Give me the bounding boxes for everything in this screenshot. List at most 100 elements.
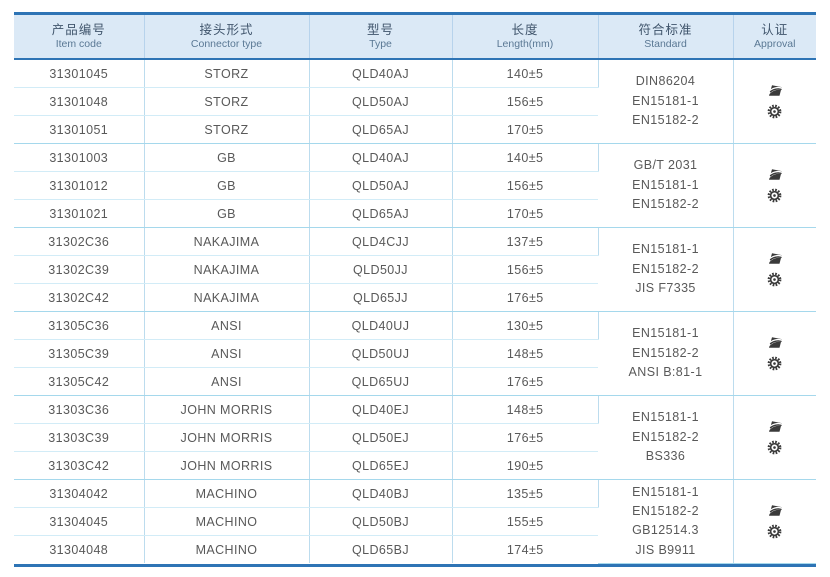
- standard-line: EN15181-1: [632, 484, 699, 499]
- standard-line: EN15182-2: [632, 503, 699, 518]
- header-item-code-zh: 产品编号: [51, 22, 106, 37]
- standard-line: EN15182-2: [632, 113, 699, 128]
- cell-length: 176±5: [452, 367, 598, 396]
- cell-connector-type: ANSI: [144, 311, 310, 340]
- cell-type: QLD50JJ: [309, 255, 453, 284]
- table-row: 31303C36 JOHN MORRIS QLD40EJ 148±5 EN15181-1…: [14, 395, 816, 480]
- cell-item-code: 31301048: [14, 87, 145, 116]
- cell-connector-type: MACHINO: [144, 535, 310, 563]
- cell-type: QLD50EJ: [309, 423, 453, 452]
- cell-type: QLD40AJ: [309, 59, 453, 88]
- cell-standard: EN15181-1 EN15182-2 GB12514.3 JIS B9911: [598, 479, 734, 564]
- cell-item-code: 31305C36: [14, 311, 145, 340]
- table-row: 31305C36 ANSI QLD40UJ 130±5 EN15181-1 EN15182…: [14, 311, 816, 396]
- wheelmark-icon: [766, 272, 784, 288]
- cell-length: 148±5: [452, 395, 599, 424]
- product-table-body: 31301045 STORZ QLD40AJ 140±5 DIN86204 EN15181…: [14, 59, 816, 564]
- certification-logo-icon: [766, 503, 784, 519]
- cell-item-code: 31302C36: [14, 227, 145, 256]
- cell-connector-type: NAKAJIMA: [144, 283, 310, 312]
- header-standard-en: Standard: [644, 37, 687, 50]
- table-row: 31301045 STORZ QLD40AJ 140±5 DIN86204 EN15181…: [14, 59, 816, 144]
- cell-item-code: 31301021: [14, 199, 145, 228]
- cell-item-code: 31304048: [14, 535, 145, 563]
- cell-item-code: 31301003: [14, 143, 145, 172]
- cell-item-code: 31305C39: [14, 339, 145, 368]
- cell-length: 155±5: [452, 507, 598, 536]
- table-row: 31304045 MACHINO QLD50BJ 155±5: [14, 507, 816, 536]
- table-row: 31302C36 NAKAJIMA QLD4CJJ 137±5 EN15181-1 EN1…: [14, 227, 816, 312]
- header-approval-zh: 认证: [761, 22, 789, 37]
- cell-approval: [733, 143, 816, 228]
- cell-item-code: 31301045: [14, 59, 145, 88]
- cell-standard: EN15181-1 EN15182-2 ANSI B:81-1: [598, 311, 734, 396]
- cell-item-code: 31301012: [14, 171, 145, 200]
- cell-type: QLD40AJ: [309, 143, 453, 172]
- cell-item-code: 31304042: [14, 479, 145, 508]
- header-row: 产品编号 Item code 接头形式 Connector type 型号 Ty…: [14, 15, 816, 60]
- cell-type: QLD4CJJ: [309, 227, 453, 256]
- standard-line: DIN86204: [635, 74, 696, 89]
- cell-connector-type: GB: [144, 143, 310, 172]
- table-row: 31301021 GB QLD65AJ 170±5: [14, 199, 816, 228]
- cell-standard: DIN86204 EN15181-1 EN15182-2: [598, 59, 734, 144]
- table-row: 31302C39 NAKAJIMA QLD50JJ 156±5: [14, 255, 816, 284]
- table-row: 31303C42 JOHN MORRIS QLD65EJ 190±5: [14, 451, 816, 480]
- cell-connector-type: NAKAJIMA: [144, 227, 310, 256]
- table-row: 31301003 GB QLD40AJ 140±5 GB/T 2031 EN15181-1…: [14, 143, 816, 228]
- header-approval-en: Approval: [754, 37, 796, 50]
- standard-line: JIS B9911: [635, 542, 696, 557]
- table-row: 31304042 MACHINO QLD40BJ 135±5 EN15181-1 EN15…: [14, 479, 816, 564]
- cell-connector-type: JOHN MORRIS: [144, 423, 310, 452]
- cell-length: 170±5: [452, 199, 598, 228]
- cell-approval: [733, 311, 816, 396]
- standard-line: EN15181-1: [632, 326, 699, 341]
- cell-connector-type: STORZ: [144, 59, 310, 88]
- cell-connector-type: NAKAJIMA: [144, 255, 310, 284]
- cell-type: QLD50BJ: [309, 507, 453, 536]
- header-connector-type-en: Connector type: [190, 37, 263, 50]
- table-row: 31305C39 ANSI QLD50UJ 148±5: [14, 339, 816, 368]
- table-row: 31301048 STORZ QLD50AJ 156±5: [14, 87, 816, 116]
- cell-type: QLD40UJ: [309, 311, 453, 340]
- cell-length: 176±5: [452, 423, 598, 452]
- header-cell-length: 长度 Length(mm): [452, 15, 599, 60]
- standard-line: GB12514.3: [632, 523, 699, 538]
- cell-type: QLD65AJ: [309, 115, 453, 144]
- cell-connector-type: GB: [144, 171, 310, 200]
- cell-length: 156±5: [452, 87, 598, 116]
- wheelmark-icon: [766, 356, 784, 372]
- header-cell-item-code: 产品编号 Item code: [14, 15, 145, 60]
- cell-item-code: 31302C42: [14, 283, 145, 312]
- cell-type: QLD50AJ: [309, 171, 453, 200]
- standard-line: EN15182-2: [632, 197, 699, 212]
- cell-length: 140±5: [452, 143, 599, 172]
- cell-type: QLD40EJ: [309, 395, 453, 424]
- cell-connector-type: ANSI: [144, 339, 310, 368]
- wheelmark-icon: [766, 524, 784, 540]
- cell-item-code: 31305C42: [14, 367, 145, 396]
- header-cell-type: 型号 Type: [309, 15, 453, 60]
- cell-approval: [733, 395, 816, 480]
- certification-logo-icon: [766, 83, 784, 99]
- cell-item-code: 31304045: [14, 507, 145, 536]
- cell-type: QLD50AJ: [309, 87, 453, 116]
- header-cell-connector-type: 接头形式 Connector type: [144, 15, 310, 60]
- certification-logo-icon: [766, 335, 784, 351]
- table-row: 31301012 GB QLD50AJ 156±5: [14, 171, 816, 200]
- cell-length: 156±5: [452, 171, 598, 200]
- product-table: 产品编号 Item code 接头形式 Connector type 型号 Ty…: [14, 15, 816, 564]
- cell-connector-type: STORZ: [144, 115, 310, 144]
- cell-connector-type: GB: [144, 199, 310, 228]
- standard-line: EN15182-2: [632, 261, 699, 276]
- table-row: 31305C42 ANSI QLD65UJ 176±5: [14, 367, 816, 396]
- certification-logo-icon: [766, 251, 784, 267]
- cell-length: 176±5: [452, 283, 598, 312]
- cell-item-code: 31303C36: [14, 395, 145, 424]
- cell-type: QLD65UJ: [309, 367, 453, 396]
- cell-item-code: 31302C39: [14, 255, 145, 284]
- cell-connector-type: MACHINO: [144, 507, 310, 536]
- cell-length: 137±5: [452, 227, 599, 256]
- standard-line: BS336: [645, 449, 686, 464]
- standard-line: EN15182-2: [632, 345, 699, 360]
